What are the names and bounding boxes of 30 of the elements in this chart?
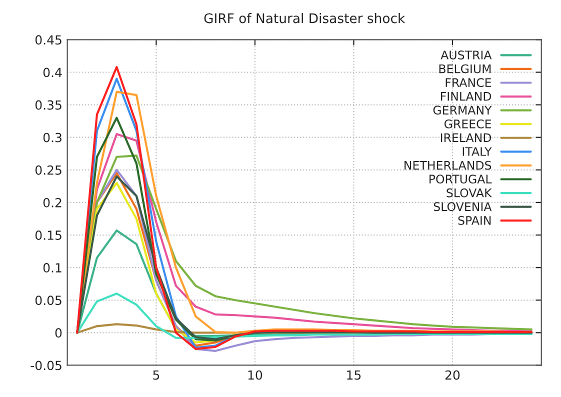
x-tick-label: 5 xyxy=(153,370,160,380)
y-tick-label: 0.05 xyxy=(35,296,62,306)
legend-label: GREECE xyxy=(444,119,492,128)
x-tick-label: 15 xyxy=(347,370,361,380)
legend-label: PORTUGAL xyxy=(430,174,492,184)
y-tick-label: 0.1 xyxy=(43,263,62,273)
legend-label: AUSTRIA xyxy=(440,50,492,60)
legend-label: FRANCE xyxy=(446,78,492,88)
y-tick-label: 0.15 xyxy=(35,230,62,240)
y-tick-label: -0.05 xyxy=(30,360,62,370)
legend-label: BELGIUM xyxy=(439,64,491,74)
x-tick-label: 20 xyxy=(445,370,460,380)
y-tick-label: 0.3 xyxy=(43,132,62,142)
y-tick-label: 0.2 xyxy=(43,198,62,208)
legend-label: SLOVAK xyxy=(446,188,492,198)
legend-label: NETHERLANDS xyxy=(404,160,492,170)
y-tick-label: 0.45 xyxy=(35,35,62,45)
legend-label: SLOVENIA xyxy=(434,202,492,212)
y-tick-label: 0.35 xyxy=(35,100,62,110)
legend-label: IRELAND xyxy=(440,133,492,142)
legend-label: FINLAND xyxy=(440,92,492,101)
line-series xyxy=(76,292,533,339)
y-tick-label: 0.4 xyxy=(43,68,62,78)
legend-label: SPAIN xyxy=(458,216,491,225)
chart-title: GIRF of Natural Disaster shock xyxy=(204,13,406,24)
y-tick-label: 0 xyxy=(55,328,62,338)
x-tick-label: 10 xyxy=(248,370,262,380)
legend-label: ITALY xyxy=(462,147,492,156)
legend-label: GERMANY xyxy=(433,106,492,115)
y-tick-label: 0.25 xyxy=(35,165,62,175)
